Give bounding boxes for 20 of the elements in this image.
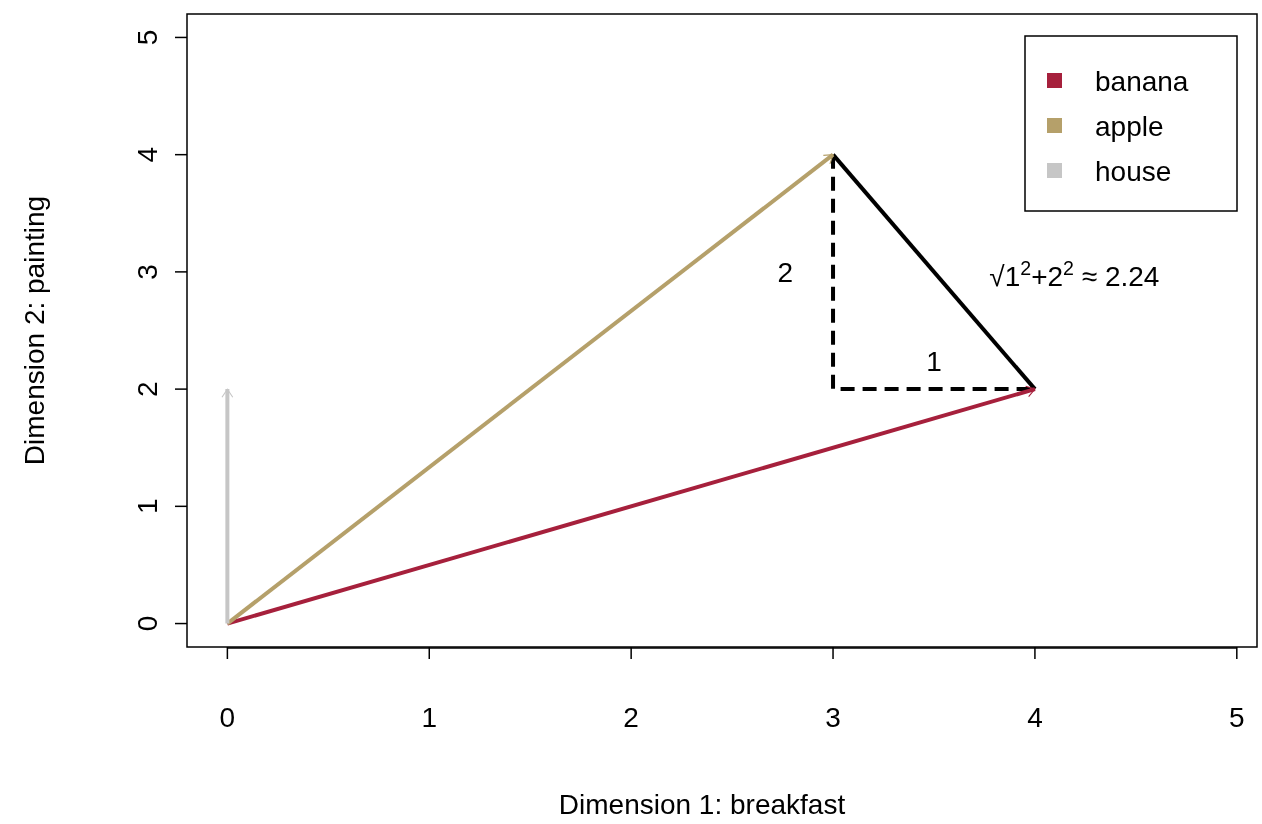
y-tick-label: 5 — [132, 29, 163, 46]
x-tick-label: 4 — [1027, 702, 1043, 733]
annotation: √1$^{2}$+2$^{2}$ ≈ 2.24 — [989, 256, 1160, 292]
x-tick-label: 2 — [623, 702, 639, 733]
y-axis-title: Dimension 2: painting — [19, 195, 50, 466]
annotation: 1 — [926, 346, 942, 378]
legend-label: house — [1095, 156, 1172, 187]
legend-label: apple — [1095, 111, 1164, 142]
x-tick-label: 3 — [825, 702, 841, 733]
x-tick-label: 0 — [219, 702, 236, 733]
y-tick-label: 2 — [132, 381, 163, 397]
y-tick-label: 3 — [132, 264, 163, 280]
y-tick-label: 4 — [132, 146, 163, 163]
x-tick-label: 5 — [1229, 702, 1245, 733]
annotation: 2 — [777, 256, 794, 288]
legend-label: banana — [1095, 66, 1189, 97]
x-tick-label: 1 — [421, 702, 438, 733]
y-tick-label: 0 — [132, 615, 163, 632]
y-tick-label: 1 — [132, 498, 163, 515]
x-axis-title: Dimension 1: breakfast — [558, 789, 846, 820]
